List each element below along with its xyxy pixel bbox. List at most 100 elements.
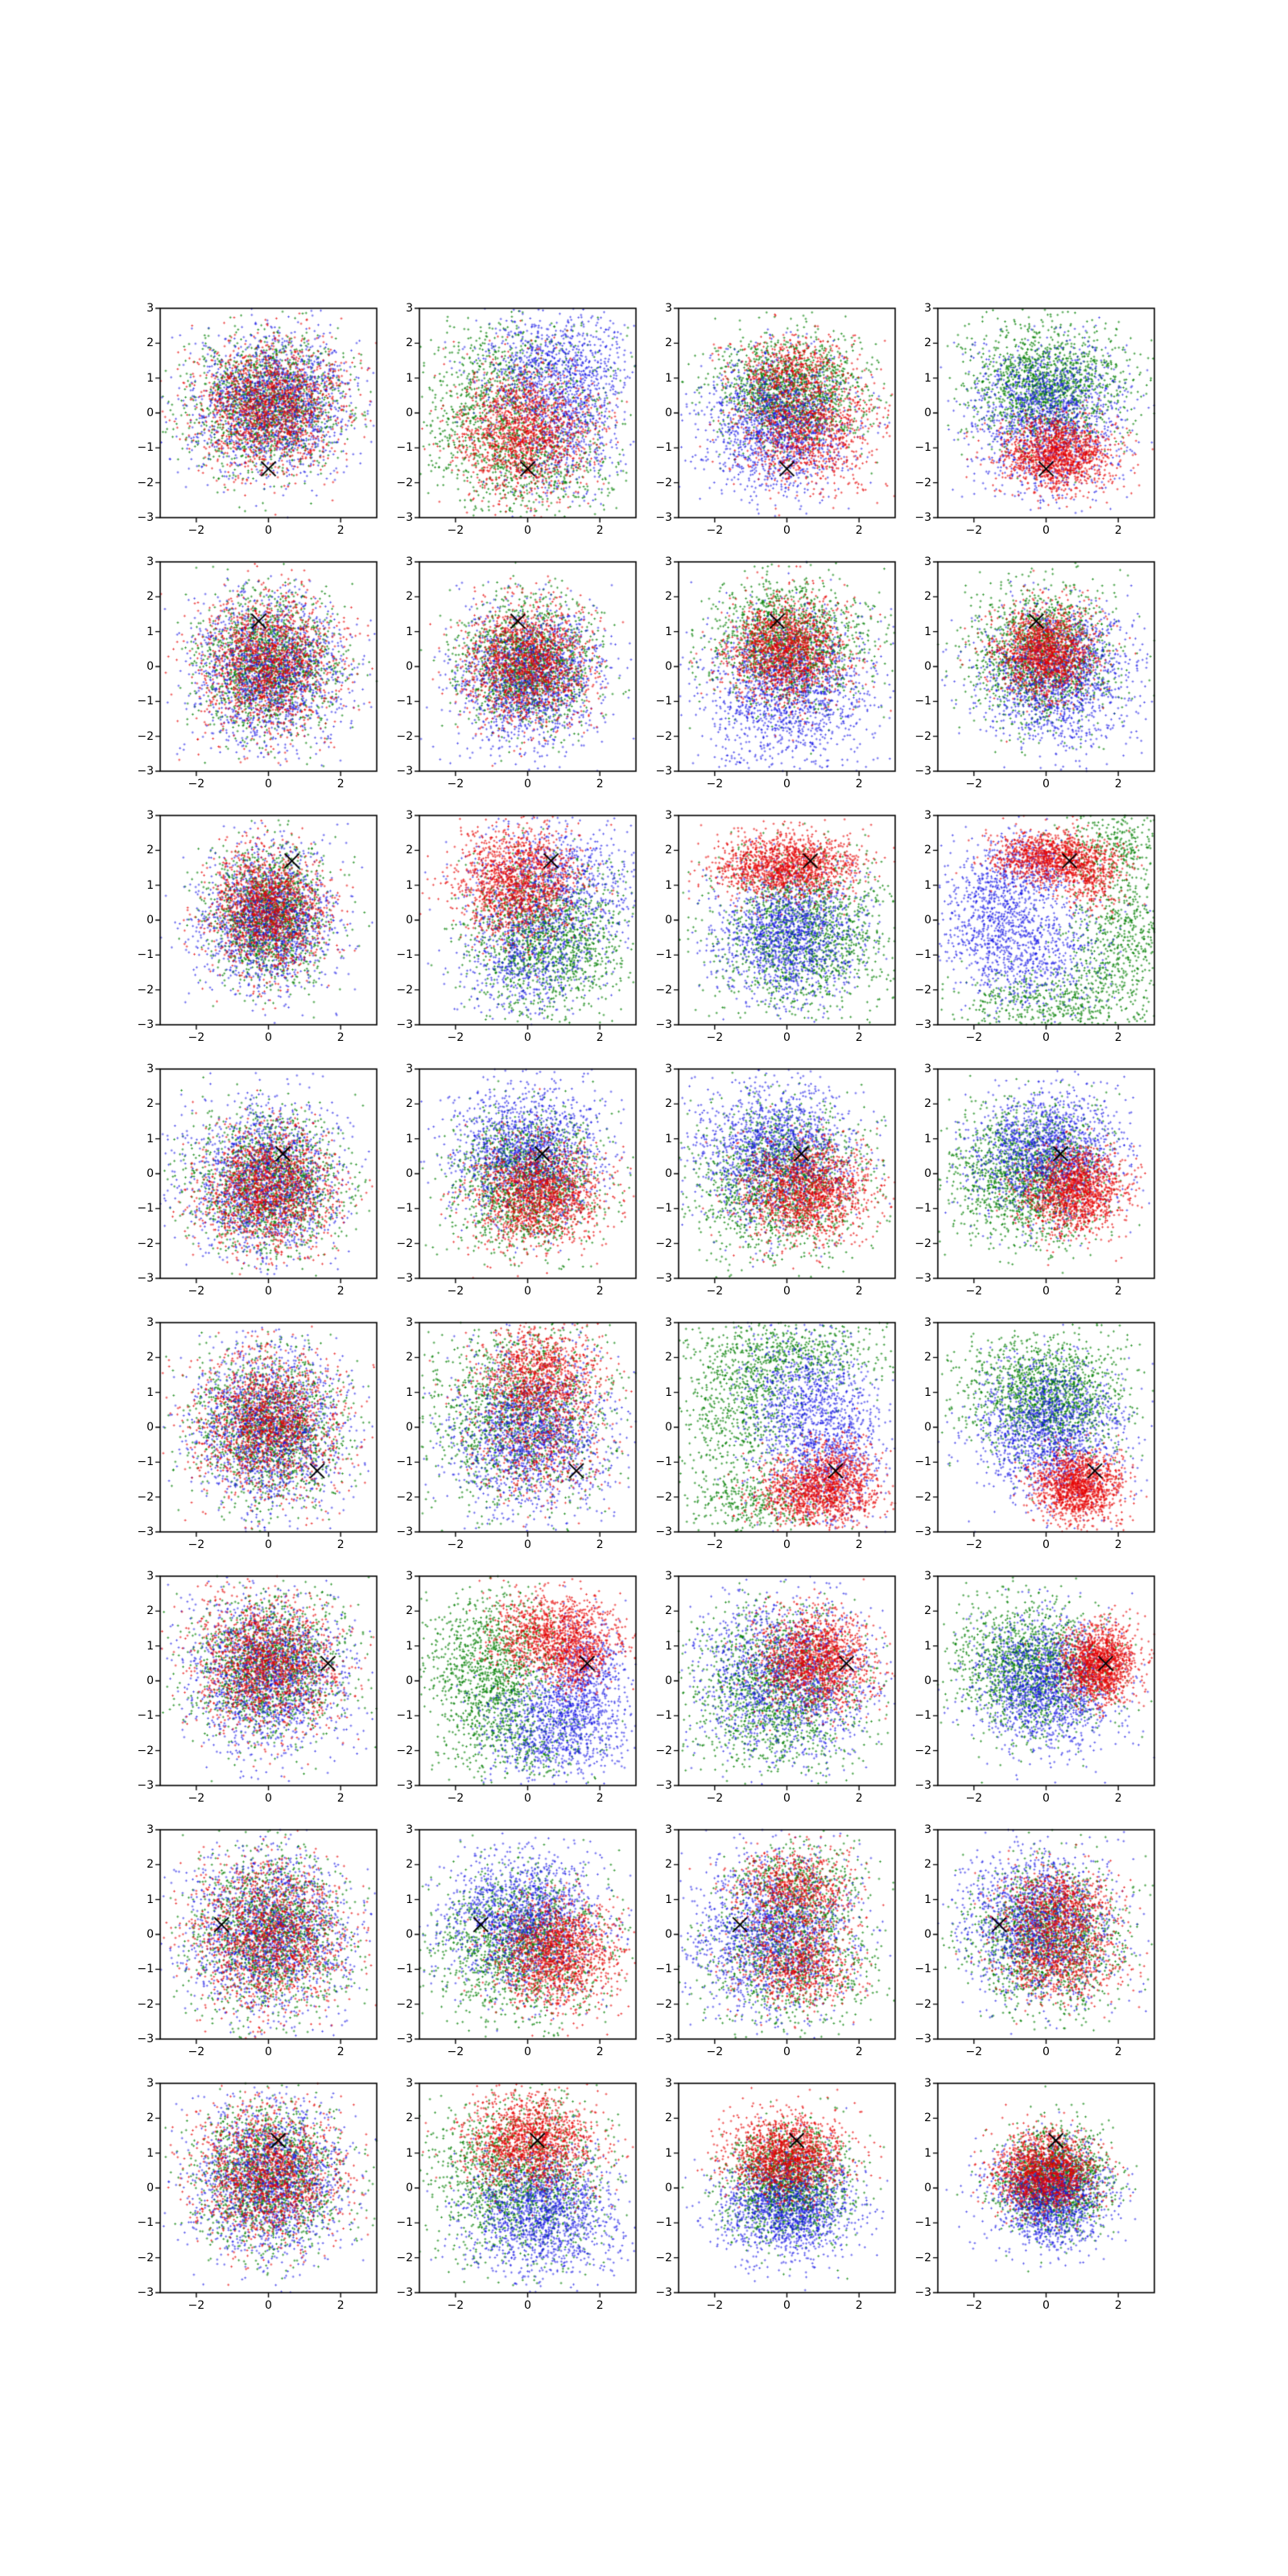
x-tick-label: −2 [188,2299,205,2312]
y-tick-label: 2 [665,1097,672,1111]
y-tick-label: −1 [914,1455,931,1469]
subplot-r3c4: 3 2 1 0 −1 −2 −3 −2 0 2 [890,806,1170,1063]
x-tick-label: 0 [265,1792,272,1805]
y-tick-label: 2 [924,844,931,857]
x-tick-label: 2 [336,2299,345,2312]
y-tick-label: −3 [137,511,154,524]
x-tick-label: 0 [265,524,272,537]
y-tick-label: 3 [406,1823,413,1836]
y-tick-label: 2 [924,2112,931,2125]
subplot-r7c1: 3 2 1 0 −1 −2 −3 −2 0 2 [112,1820,393,2077]
subplot-r1c3: 3 2 1 0 −1 −2 −3 −2 0 2 [630,299,911,555]
y-tick-label: 3 [147,1316,154,1329]
y-tick-label: −3 [137,1272,154,1285]
y-tick-label: 0 [665,1167,672,1180]
y-tick-label: 2 [924,1858,931,1872]
x-tick-label: 0 [265,778,272,791]
y-tick-label: 1 [665,1132,672,1146]
x-tick-label: −2 [706,1285,724,1298]
y-tick-label: −1 [396,2216,413,2230]
x-tick-label: 0 [1042,1285,1050,1298]
x-tick-label: −2 [447,1031,464,1044]
y-tick-label: −1 [914,2216,931,2230]
y-tick-label: 1 [406,1893,413,1906]
subplot-r4c4: 3 2 1 0 −1 −2 −3 −2 0 2 [890,1059,1170,1316]
y-tick-label: −3 [655,2286,672,2299]
y-tick-label: 2 [665,1351,672,1364]
y-tick-label: −3 [914,765,931,778]
y-tick-label: 3 [406,302,413,315]
y-tick-label: 0 [147,1421,154,1434]
y-tick-label: −2 [137,1490,154,1504]
x-tick-label: −2 [447,2299,464,2312]
y-tick-label: 1 [147,2146,154,2160]
x-tick-label: 0 [783,524,791,537]
x-tick-label: −2 [188,778,205,791]
x-tick-label: 0 [783,1538,791,1551]
y-tick-label: 2 [924,590,931,604]
y-tick-label: 2 [924,336,931,350]
y-tick-label: −1 [655,1709,672,1723]
x-tick-label: 2 [1114,1538,1122,1551]
y-tick-label: 1 [665,1639,672,1653]
y-tick-label: −2 [137,1997,154,2011]
y-tick-label: −1 [914,1709,931,1723]
y-tick-label: −1 [655,2216,672,2230]
y-tick-label: −1 [914,1963,931,1976]
x-tick-label: 0 [1042,2046,1050,2058]
y-tick-label: −2 [137,476,154,489]
subplot-r3c3: 3 2 1 0 −1 −2 −3 −2 0 2 [630,806,911,1063]
x-tick-label: 0 [783,1031,791,1044]
y-tick-label: 2 [147,1351,154,1364]
y-tick-label: 0 [924,2182,931,2194]
y-tick-label: −3 [914,2033,931,2046]
y-tick-label: 0 [147,2182,154,2194]
y-tick-label: −3 [396,1018,413,1031]
x-tick-label: −2 [706,2299,724,2312]
y-tick-label: 3 [665,1316,672,1329]
y-tick-label: 1 [147,1132,154,1146]
y-tick-label: 1 [924,1639,931,1653]
x-tick-label: −2 [965,1538,983,1551]
y-tick-label: −1 [655,695,672,708]
scatter-canvas-r7c4 [930,1822,1162,2047]
y-tick-label: 0 [406,2182,413,2194]
y-tick-label: −1 [137,695,154,708]
x-tick-label: −2 [188,1285,205,1298]
y-tick-label: −2 [137,983,154,997]
y-tick-label: 1 [147,625,154,638]
y-tick-label: 0 [924,1167,931,1180]
x-tick-label: 2 [596,1792,604,1805]
y-tick-label: 0 [665,407,672,419]
x-tick-label: 2 [596,524,604,537]
x-tick-label: 0 [1042,524,1050,537]
y-tick-label: −3 [914,1272,931,1285]
y-tick-label: −2 [137,1744,154,1757]
y-tick-label: 2 [665,844,672,857]
scatter-canvas-r6c3 [671,1568,903,1794]
scatter-canvas-r1c3 [671,300,903,526]
y-tick-label: −2 [914,1236,931,1250]
scatter-canvas-r4c4 [930,1061,1162,1286]
y-tick-label: −3 [655,1525,672,1538]
y-tick-label: 0 [147,660,154,673]
subplot-r6c3: 3 2 1 0 −1 −2 −3 −2 0 2 [630,1567,911,1823]
x-tick-label: −2 [965,1792,983,1805]
x-tick-label: 2 [855,524,863,537]
y-tick-label: −2 [655,1236,672,1250]
y-tick-label: −2 [914,2251,931,2264]
y-tick-label: 1 [406,1385,413,1399]
x-tick-label: 0 [265,2046,272,2058]
x-tick-label: −2 [447,524,464,537]
x-tick-label: 2 [1114,778,1122,791]
y-tick-label: −1 [137,2216,154,2230]
y-tick-label: 3 [665,555,672,568]
y-tick-label: −1 [655,948,672,962]
subplot-r5c1: 3 2 1 0 −1 −2 −3 −2 0 2 [112,1313,393,1570]
y-tick-label: −2 [914,1744,931,1757]
y-tick-label: 2 [406,1351,413,1364]
scatter-canvas-r4c3 [671,1061,903,1286]
y-tick-label: −3 [396,2286,413,2299]
x-tick-label: 2 [336,524,345,537]
